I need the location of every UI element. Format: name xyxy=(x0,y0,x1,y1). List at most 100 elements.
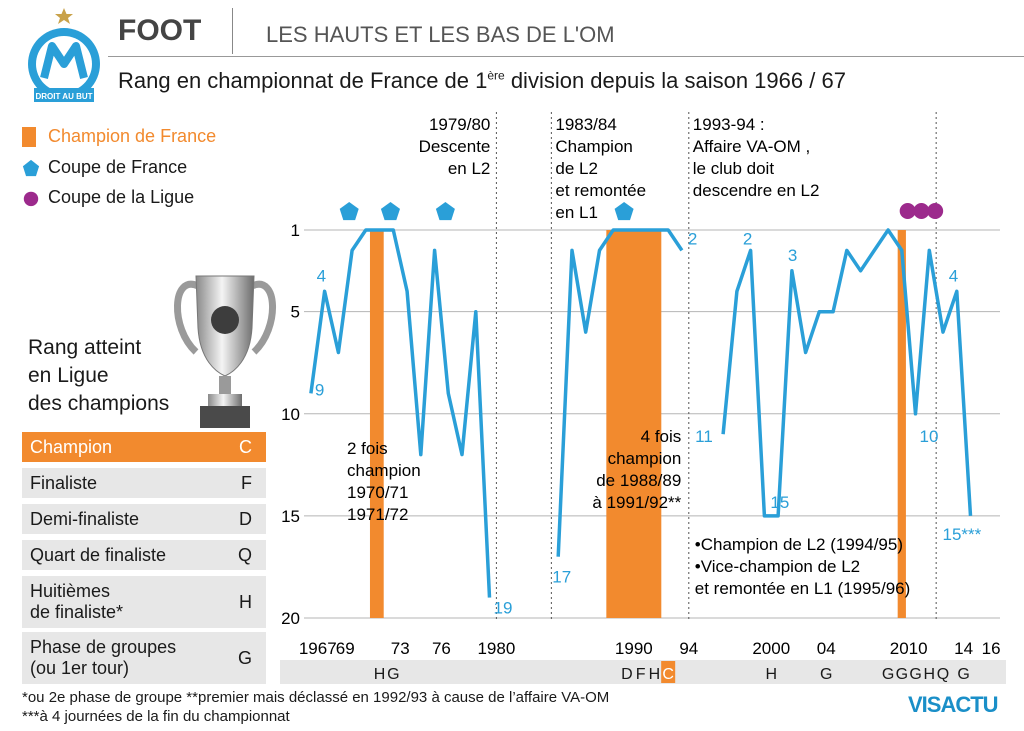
annotation-affaire: 1993-94 : xyxy=(693,115,765,134)
subtitle-pre: Rang en championnat de France de 1 xyxy=(118,68,488,93)
annotation-titres-1989: 4 fois xyxy=(641,427,682,446)
annotation-titres-1970: 2 fois xyxy=(347,439,388,458)
y-tick-label: 5 xyxy=(291,303,300,322)
cl-row-champion: Champion C xyxy=(22,432,266,462)
annotation-descente: Descente xyxy=(419,137,491,156)
annotation-descente: en L2 xyxy=(448,159,491,178)
value-label: 19 xyxy=(494,599,513,618)
champion-band xyxy=(606,230,662,618)
y-tick-label: 10 xyxy=(281,405,300,424)
coupe-ligue-icon xyxy=(913,203,930,219)
section-title: FOOT xyxy=(118,14,202,47)
value-label: 15*** xyxy=(943,525,982,544)
cl-code-highlight xyxy=(661,661,676,683)
annotation-remontee: 1983/84 xyxy=(555,115,616,134)
annotation-l2-1995: •Vice-champion de L2 xyxy=(695,557,860,576)
champion-bands xyxy=(369,230,906,618)
chart-subtitle: Rang en championnat de France de 1ère di… xyxy=(118,68,846,94)
y-tick-label: 20 xyxy=(281,609,300,628)
legend-coupe-ligue: Coupe de la Ligue xyxy=(22,187,194,208)
cl-row-phase-groupes: Phase de groupes (ou 1er tour) G xyxy=(22,632,266,684)
value-label: 4 xyxy=(949,266,958,285)
cl-code: D xyxy=(621,666,633,683)
annotation-affaire: le club doit xyxy=(693,159,775,178)
cl-code: G xyxy=(909,666,921,683)
value-label: 9 xyxy=(315,380,324,399)
annotation-remontee: de L2 xyxy=(555,159,598,178)
footnotes: *ou 2e phase de groupe **premier mais dé… xyxy=(22,688,609,726)
annotation-titres-1989: champion xyxy=(608,449,682,468)
rank-series-line xyxy=(556,228,684,557)
legend-coupe-ligue-label: Coupe de la Ligue xyxy=(48,187,195,207)
cl-code: G xyxy=(896,666,908,683)
rank-series-line xyxy=(309,228,492,598)
cl-row-label-line: Phase de groupes xyxy=(30,637,177,657)
footnote-line: *ou 2e phase de groupe **premier mais dé… xyxy=(22,689,610,706)
cl-title-line: Rang atteint xyxy=(28,336,142,359)
x-tick-label: 04 xyxy=(817,639,836,658)
orange-bar-icon xyxy=(22,126,36,147)
cl-row-label: Huitièmes de finaliste* xyxy=(30,581,123,623)
cl-code: G xyxy=(882,666,894,683)
x-tick-label: 2000 xyxy=(752,639,790,658)
logo-text: DROIT AU BUT xyxy=(35,92,92,101)
cl-code: C xyxy=(662,666,674,683)
cl-row-label: Quart de finaliste xyxy=(30,544,167,565)
champion-band xyxy=(897,230,906,618)
cl-row-label: Champion xyxy=(30,436,113,457)
value-label: 10 xyxy=(920,427,939,446)
legend-champion-label: Champion de France xyxy=(48,126,217,146)
cl-row-label-line: (ou 1er tour) xyxy=(30,658,130,678)
cl-code: H xyxy=(765,666,777,683)
cl-row-code: C xyxy=(239,436,252,457)
y-tick-label: 1 xyxy=(291,221,300,240)
x-tick-label: 16 xyxy=(982,639,1001,658)
x-tick-label: 14 xyxy=(954,639,973,658)
cl-row-code: H xyxy=(239,591,252,612)
x-tick-label: 73 xyxy=(391,639,410,658)
champion-band xyxy=(369,230,384,618)
brand-logo: VISACTU xyxy=(908,692,999,717)
coupe-france-icon xyxy=(614,202,634,221)
cl-code: F xyxy=(636,666,646,683)
value-label: 15 xyxy=(770,493,789,512)
legend-champion: Champion de France xyxy=(22,126,216,147)
value-label: 2 xyxy=(688,229,697,248)
x-tick-label: 1967 xyxy=(299,639,337,658)
annotation-descente: 1979/80 xyxy=(429,115,490,134)
cup-symbols xyxy=(339,202,944,221)
cl-title-line: en Ligue xyxy=(28,364,109,387)
x-tick-label: 76 xyxy=(432,639,451,658)
cl-row-label-line: Huitièmes xyxy=(30,581,111,601)
header-rule xyxy=(108,56,1024,57)
value-label: 11 xyxy=(695,427,713,446)
cl-row-code: Q xyxy=(237,544,252,565)
annotation-l2-1995: et remontée en L1 (1995/96) xyxy=(695,579,910,598)
annotation-remontee: et remontée xyxy=(555,181,646,200)
value-label: 4 xyxy=(317,266,326,285)
coupe-ligue-icon xyxy=(927,203,944,219)
annotation-titres-1970: champion xyxy=(347,461,421,480)
annotation-affaire: Affaire VA-OM , xyxy=(693,137,810,156)
annotation-titres-1970: 1970/71 xyxy=(347,483,408,502)
cl-code: G xyxy=(387,666,399,683)
cl-row-code: F xyxy=(241,472,252,493)
subtitle-post: division depuis la saison 1966 / 67 xyxy=(504,68,846,93)
annotation-l2-1995: •Champion de L2 (1994/95) xyxy=(695,535,903,554)
cl-row-label: Finaliste xyxy=(30,472,98,493)
coupe-france-icon xyxy=(435,202,455,221)
annotation-titres-1970: 1971/72 xyxy=(347,505,408,524)
cl-row-code: G xyxy=(237,647,252,668)
cl-code: H xyxy=(924,666,936,683)
cl-code: H xyxy=(649,666,661,683)
x-tick-label: 2010 xyxy=(890,639,928,658)
cl-row-label: Phase de groupes (ou 1er tour) xyxy=(30,637,176,679)
value-labels: 9 4 19 17 2 11 2 15 3 10 4 15*** xyxy=(315,229,982,617)
legend-coupe-france-label: Coupe de France xyxy=(48,157,188,177)
cl-row-huitiemes: Huitièmes de finaliste* H xyxy=(22,576,266,628)
cl-code: H xyxy=(374,666,386,683)
event-markers xyxy=(495,112,937,622)
annotation-titres-1989: à 1991/92** xyxy=(592,493,681,512)
